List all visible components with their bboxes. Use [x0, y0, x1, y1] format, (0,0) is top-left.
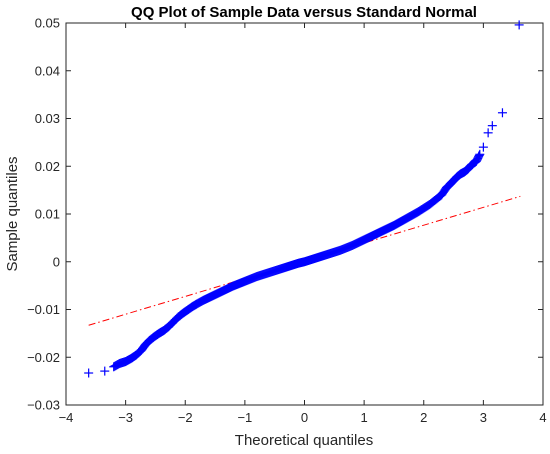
x-tick-label: 1 [361, 410, 368, 425]
x-tick-label: 4 [539, 410, 546, 425]
y-axis-label: Sample quantiles [4, 156, 21, 271]
y-tick-label: −0.02 [27, 350, 60, 365]
y-tick-label: 0.01 [35, 207, 60, 222]
y-tick-label: −0.01 [27, 302, 60, 317]
x-tick-label: −2 [178, 410, 193, 425]
x-tick-label: −4 [59, 410, 74, 425]
data-point [483, 128, 493, 138]
x-tick-label: 3 [480, 410, 487, 425]
data-point [475, 149, 485, 159]
axis-ticks: −4 −3 −2 −1 0 1 2 3 4 −0.03 −0.02 −0.01 0 0.01 0.02 0.0… [27, 16, 547, 426]
reference-line-layer [88, 195, 521, 326]
y-tick-label: 0.04 [35, 63, 60, 78]
data-point [100, 366, 110, 376]
y-tick-label: 0.03 [35, 111, 60, 126]
data-point [478, 142, 488, 152]
data-point [514, 20, 524, 30]
x-tick-label: −3 [118, 410, 133, 425]
data-point [497, 108, 507, 118]
data-point [487, 121, 497, 131]
y-tick-label: 0.02 [35, 159, 60, 174]
y-tick-label: 0 [53, 254, 60, 269]
chart-title: QQ Plot of Sample Data versus Standard N… [131, 4, 477, 21]
x-tick-label: −1 [237, 410, 252, 425]
data-point [84, 368, 94, 378]
y-tick-label: 0.05 [35, 16, 60, 31]
x-axis-label: Theoretical quantiles [235, 432, 373, 449]
x-tick-label: 2 [420, 410, 427, 425]
data-points-layer [84, 20, 524, 378]
x-tick-label: 0 [301, 410, 308, 425]
plot-area [65, 22, 544, 406]
y-tick-label: −0.03 [27, 398, 60, 413]
reference-line [88, 195, 521, 326]
